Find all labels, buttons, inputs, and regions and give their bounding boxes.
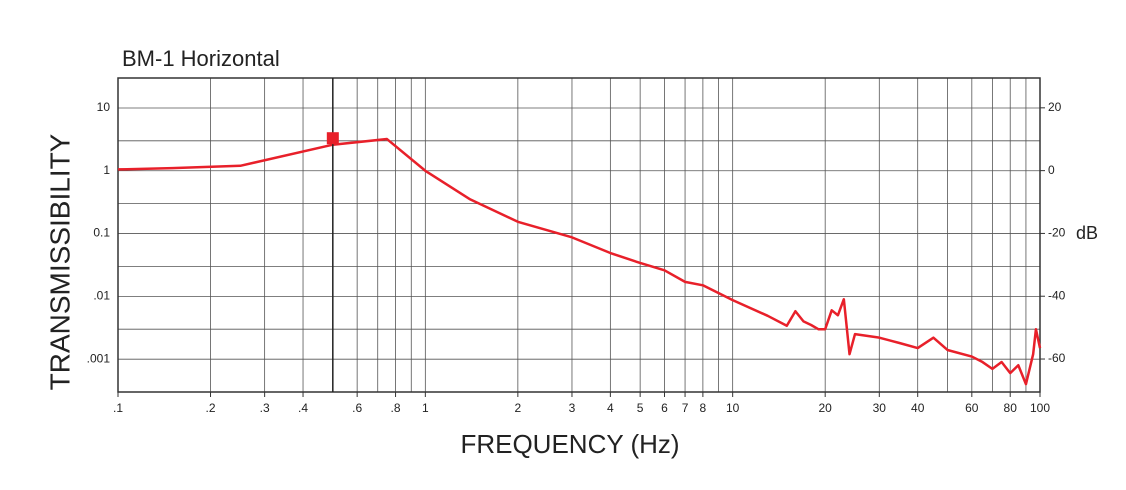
y2-tick-label: -60 xyxy=(1048,351,1066,365)
y-tick-label: .01 xyxy=(93,289,110,303)
y-tick-label: .001 xyxy=(87,351,111,365)
x-tick-label: 4 xyxy=(607,401,614,415)
x-tick-label: 7 xyxy=(682,401,689,415)
y2-tick-label: 20 xyxy=(1048,100,1062,114)
y-tick-label: 1 xyxy=(103,163,110,177)
y2-tick-label: -20 xyxy=(1048,226,1066,240)
x-tick-label: 5 xyxy=(637,401,644,415)
x-tick-label: 40 xyxy=(911,401,925,415)
x-axis-label: FREQUENCY (Hz) xyxy=(460,429,679,459)
x-tick-label: .6 xyxy=(352,401,362,415)
chart-title: BM-1 Horizontal xyxy=(122,46,280,71)
y-tick-label: 10 xyxy=(97,100,111,114)
y-axis-label: TRANSMISSIBILITY xyxy=(44,133,75,390)
y2-tick-label: 0 xyxy=(1048,163,1055,177)
marker xyxy=(326,132,339,145)
x-tick-label: 10 xyxy=(726,401,740,415)
x-tick-label: .2 xyxy=(206,401,216,415)
x-tick-label: 20 xyxy=(819,401,833,415)
x-tick-label: .8 xyxy=(391,401,401,415)
x-tick-label: 6 xyxy=(661,401,668,415)
plot-frame xyxy=(117,77,1041,393)
y-tick-label: 0.1 xyxy=(93,226,110,240)
x-tick-label: .1 xyxy=(113,401,123,415)
data-line xyxy=(117,137,1042,386)
y2-axis-label: dB xyxy=(1076,223,1098,243)
x-tick-label: .4 xyxy=(298,401,308,415)
x-tick-label: 1 xyxy=(422,401,429,415)
x-tick-label: 30 xyxy=(873,401,887,415)
x-tick-label: 60 xyxy=(965,401,979,415)
x-tick-label: 80 xyxy=(1004,401,1018,415)
x-tick-label: 100 xyxy=(1030,401,1050,415)
y2-tick-label: -40 xyxy=(1048,288,1066,302)
x-tick-label: .3 xyxy=(260,401,270,415)
x-tick-label: 3 xyxy=(569,401,576,415)
x-tick-label: 8 xyxy=(700,401,707,415)
x-tick-label: 2 xyxy=(515,401,522,415)
